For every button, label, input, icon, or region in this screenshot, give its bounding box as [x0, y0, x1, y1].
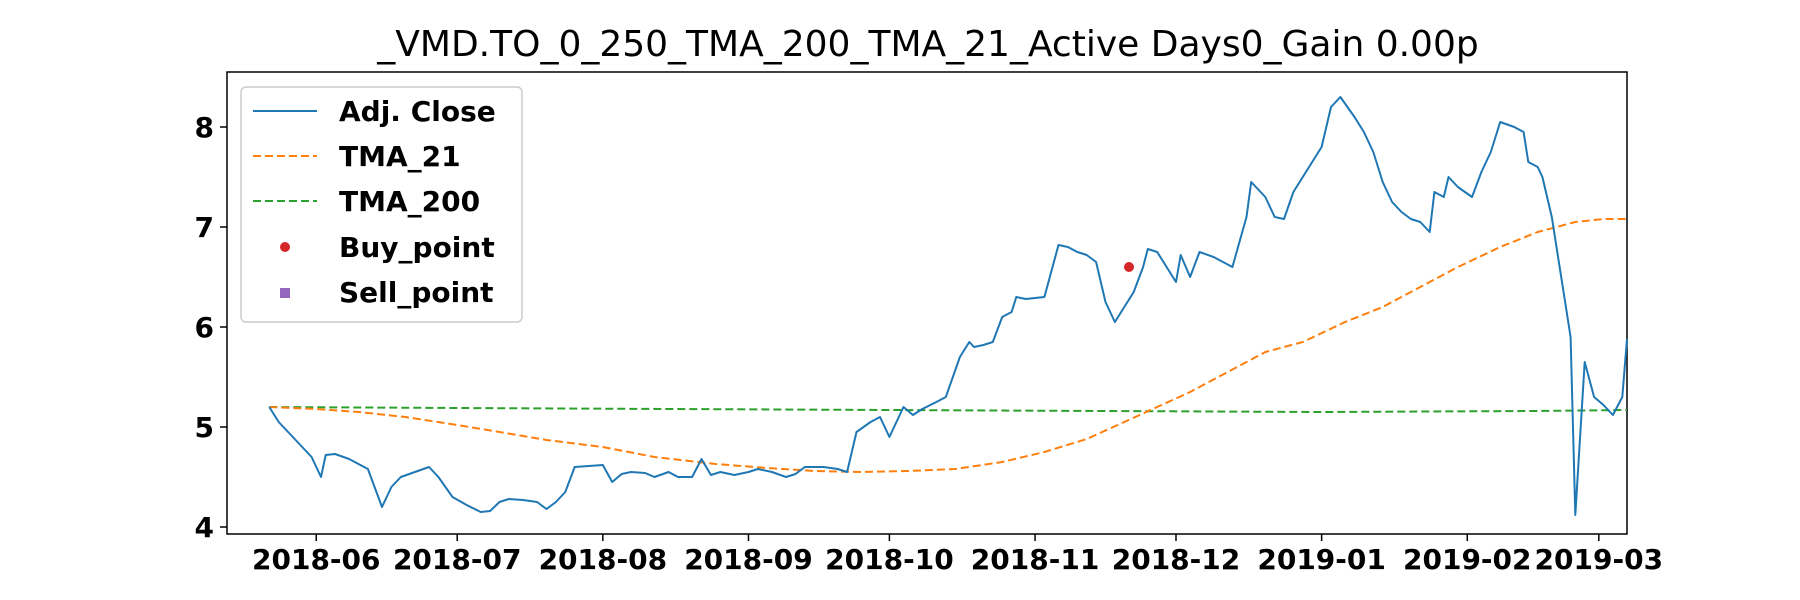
legend-box: [240, 86, 523, 323]
plot-area: 2018-06 2018-07 2018-08 2018-09 2018-10 2018-…: [195, 71, 1663, 576]
legend-marker-sell-point: [280, 288, 290, 298]
buy-point-marker: [1124, 262, 1135, 272]
x-tick-label: 2018-08: [539, 543, 668, 576]
series-line-adj-close: [268, 96, 1628, 516]
legend: Adj. Close TMA_21 TMA_200 Buy_point Sell…: [240, 86, 523, 323]
x-tick-label: 2018-09: [684, 543, 813, 576]
legend-label-tma-21: TMA_21: [339, 140, 461, 173]
x-tick-label: 2018-12: [1112, 543, 1241, 576]
y-tick-label: 5: [195, 411, 214, 444]
x-tick-label: 2019-02: [1403, 543, 1532, 576]
series-line-tma-200: [269, 406, 1628, 413]
series-layer: [268, 96, 1628, 516]
x-tick-label: 2018-07: [393, 543, 522, 576]
y-axis: 4 5 6 7 8: [195, 111, 227, 544]
x-tick-label: 2018-10: [825, 543, 954, 576]
y-tick-label: 8: [195, 111, 214, 144]
legend-label-adj-close: Adj. Close: [339, 95, 496, 128]
plot-frame: [226, 71, 1628, 535]
legend-label-buy-point: Buy_point: [339, 231, 495, 264]
x-tick-label: 2019-03: [1535, 543, 1664, 576]
x-tick-label: 2018-11: [971, 543, 1100, 576]
x-tick-label: 2019-01: [1257, 543, 1386, 576]
x-tick-label: 2018-06: [252, 543, 381, 576]
legend-label-tma-200: TMA_200: [339, 185, 480, 218]
chart-title: _VMD.TO_0_250_TMA_200_TMA_21_Active Days…: [376, 24, 1478, 65]
y-tick-label: 6: [195, 311, 214, 344]
series-line-tma-21: [269, 218, 1627, 473]
legend-marker-buy-point: [280, 242, 290, 252]
marker-layer: [1124, 262, 1135, 272]
y-tick-label: 4: [195, 511, 214, 544]
x-axis: 2018-06 2018-07 2018-08 2018-09 2018-10 2018-…: [252, 534, 1663, 576]
y-tick-label: 7: [195, 211, 214, 244]
legend-label-sell-point: Sell_point: [339, 276, 494, 309]
